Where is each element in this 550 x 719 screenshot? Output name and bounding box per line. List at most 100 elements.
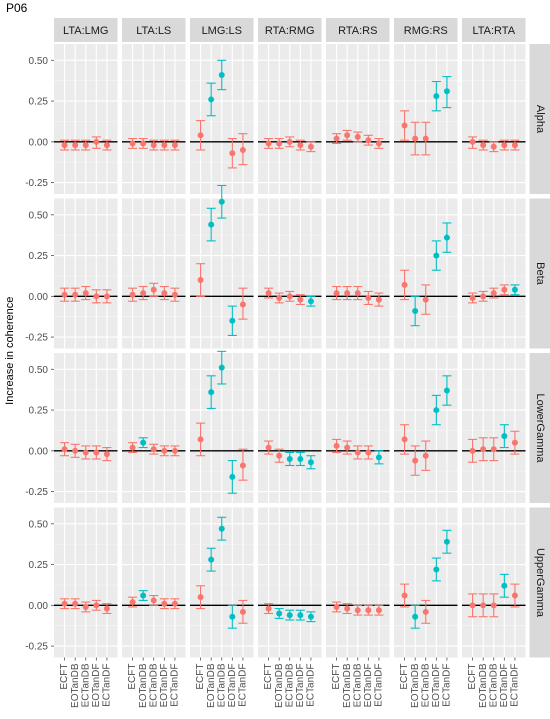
data-point [62, 446, 68, 452]
data-point [501, 433, 507, 439]
data-point [308, 459, 314, 465]
data-point [470, 139, 476, 145]
data-point [140, 290, 146, 296]
data-point [229, 318, 235, 324]
y-tick-label: 0.25 [29, 406, 49, 417]
data-point [433, 566, 439, 572]
x-tick-label: ECFT [195, 664, 206, 690]
column-strip-label: LTA:RTA [472, 25, 515, 37]
row-strip-label: UpperGamma [534, 548, 546, 618]
data-point [198, 277, 204, 283]
data-point [297, 142, 303, 148]
data-point [62, 292, 68, 298]
data-point [93, 602, 99, 608]
data-point [240, 463, 246, 469]
data-point [104, 606, 110, 612]
data-point [161, 448, 167, 454]
data-point [470, 448, 476, 454]
data-point [93, 139, 99, 145]
data-point [480, 602, 486, 608]
data-point [161, 142, 167, 148]
data-point [423, 136, 429, 142]
data-point [355, 607, 361, 613]
x-tick-label: ECTanDB [148, 663, 159, 707]
data-point [334, 136, 340, 142]
y-tick-label: 0.25 [29, 560, 49, 571]
x-tick-label: ECTanDF [374, 664, 385, 707]
data-point [376, 297, 382, 303]
data-point [198, 436, 204, 442]
data-point [423, 297, 429, 303]
data-point [376, 140, 382, 146]
data-point [444, 88, 450, 94]
data-point [83, 604, 89, 610]
data-point [266, 140, 272, 146]
column-strip-label: LTA:LMG [63, 25, 108, 37]
x-tick-label: EOTanDF [363, 664, 374, 708]
x-tick-label: EOTanDF [499, 664, 510, 708]
data-point [480, 142, 486, 148]
column-strip-label: LTA:LS [136, 25, 171, 37]
data-point [402, 282, 408, 288]
y-tick-label: -0.25 [25, 487, 48, 498]
data-point [104, 293, 110, 299]
data-point [376, 607, 382, 613]
data-point [287, 293, 293, 299]
data-point [512, 440, 518, 446]
x-tick-label: ECTanDF [306, 664, 317, 707]
data-point [161, 601, 167, 607]
data-point [104, 142, 110, 148]
data-point [423, 453, 429, 459]
data-point [444, 235, 450, 241]
data-point [72, 292, 78, 298]
x-tick-label: EOTanDF [91, 664, 102, 708]
data-point [491, 144, 497, 150]
column-strip-label: RTA:RS [338, 25, 377, 37]
data-point [365, 449, 371, 455]
data-point [433, 253, 439, 259]
x-tick-label: EOTanDB [138, 663, 149, 708]
data-point [365, 607, 371, 613]
data-point [104, 451, 110, 457]
x-tick-label: EOTanDB [410, 663, 421, 708]
data-point [412, 458, 418, 464]
data-point [276, 140, 282, 146]
data-point [266, 606, 272, 612]
data-point [151, 287, 157, 293]
x-tick-label: EOTanDB [478, 663, 489, 708]
column-strip-label: RMG:RS [404, 25, 448, 37]
data-point [276, 610, 282, 616]
data-point [491, 446, 497, 452]
data-point [480, 293, 486, 299]
data-point [501, 287, 507, 293]
data-point [297, 456, 303, 462]
x-tick-label: ECTanDB [420, 663, 431, 707]
data-point [172, 142, 178, 148]
x-tick-label: ECTanDF [170, 664, 181, 707]
x-tick-label: EOTanDF [431, 664, 442, 708]
data-point [512, 287, 518, 293]
y-tick-label: 0.50 [29, 519, 49, 530]
data-point [355, 134, 361, 140]
data-point [130, 599, 136, 605]
row-strip-label: Beta [534, 262, 546, 286]
data-point [355, 449, 361, 455]
x-tick-label: ECTanDF [510, 664, 521, 707]
y-tick-label: 0.50 [29, 56, 49, 67]
x-tick-label: ECTanDB [352, 663, 363, 707]
chart-title: P06 [6, 1, 28, 15]
data-point [62, 142, 68, 148]
data-point [433, 93, 439, 99]
data-point [130, 445, 136, 451]
x-tick-label: ECTanDF [238, 664, 249, 707]
y-tick-label: 0.00 [29, 292, 49, 303]
data-point [72, 601, 78, 607]
data-point [402, 593, 408, 599]
x-tick-label: EOTanDF [227, 664, 238, 708]
data-point [130, 140, 136, 146]
row-strip-label: Alpha [534, 105, 546, 134]
data-point [344, 132, 350, 138]
data-point [276, 453, 282, 459]
data-point [344, 445, 350, 451]
x-tick-label: ECTanDB [216, 663, 227, 707]
